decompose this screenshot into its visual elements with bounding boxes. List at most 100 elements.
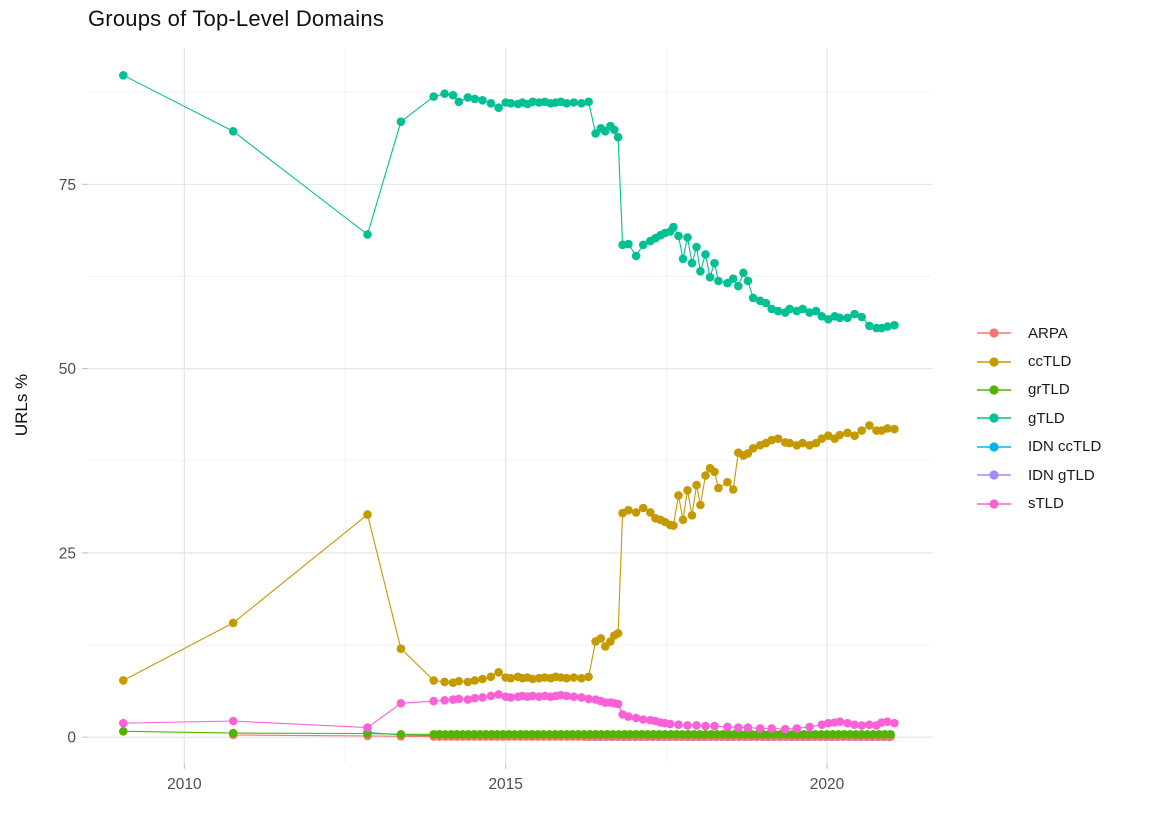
data-point (739, 268, 748, 278)
data-point (228, 127, 238, 136)
data-point (817, 720, 827, 729)
data-point (613, 629, 623, 638)
data-point (486, 691, 496, 701)
data-point (728, 485, 738, 494)
legend-item-label: IDN ccTLD (1028, 438, 1102, 456)
data-point (596, 634, 606, 643)
legend-key-icon (977, 385, 1011, 395)
data-point (678, 515, 688, 525)
legend-key-icon (977, 413, 1011, 423)
data-point (696, 267, 705, 276)
data-point (486, 672, 496, 682)
data-point (429, 696, 439, 706)
data-point (440, 696, 449, 705)
data-point (714, 276, 723, 286)
data-point (710, 258, 719, 268)
legend-item-arpa: ARPA (976, 319, 1101, 347)
data-point (584, 672, 593, 682)
data-point (440, 677, 449, 687)
data-point (743, 723, 753, 732)
data-point (584, 97, 593, 107)
data-point (883, 322, 892, 331)
data-point (701, 250, 710, 259)
gridlines-major (88, 48, 933, 763)
data-point (119, 718, 128, 728)
data-point (440, 89, 449, 98)
data-point (883, 717, 892, 726)
data-point (528, 674, 537, 684)
data-point (817, 434, 827, 444)
data-point (638, 715, 648, 724)
data-point (678, 254, 688, 264)
data-point (228, 618, 238, 628)
data-point (843, 718, 852, 728)
data-point (824, 315, 833, 324)
data-point (624, 239, 633, 249)
axis-ticks (82, 183, 828, 769)
data-point (728, 274, 738, 284)
y-tick-label: 25 (59, 545, 76, 562)
legend-key-icon (977, 498, 1011, 509)
x-tick-label: 2020 (810, 776, 845, 793)
chart-title: Groups of Top-Level Domains (88, 6, 385, 31)
data-point (761, 298, 771, 308)
data-point (429, 676, 439, 685)
data-point (577, 99, 586, 108)
data-point (748, 444, 758, 453)
data-point (463, 93, 473, 102)
data-point (792, 724, 802, 733)
data-point (396, 644, 406, 653)
data-point (494, 690, 503, 699)
data-point (674, 231, 683, 241)
data-point (705, 272, 715, 282)
data-point (569, 98, 579, 107)
legend-item-stld: sTLD (976, 489, 1101, 517)
data-point (119, 727, 128, 736)
legend-item-idn-cctld: IDN ccTLD (976, 433, 1101, 461)
data-point (506, 99, 516, 108)
data-point (494, 103, 503, 112)
data-point (486, 99, 496, 108)
data-point (228, 716, 238, 726)
data-point (528, 691, 537, 701)
data-point (569, 673, 579, 682)
data-point (646, 508, 655, 517)
data-point (613, 699, 623, 709)
data-point (494, 668, 503, 677)
data-point (638, 240, 648, 250)
data-point (710, 467, 719, 477)
legend: ARPA ccTLD grTLD gTLD IDN ccTLD IDN gTLD sTLD (976, 319, 1101, 518)
legend-item-label: sTLD (1028, 495, 1064, 513)
legend-key-icon (977, 470, 1011, 480)
legend-key-icon (977, 442, 1011, 452)
y-tick-label: 75 (59, 177, 76, 194)
data-point (835, 313, 845, 323)
data-point (577, 673, 586, 683)
data-point (890, 424, 899, 434)
data-point (228, 728, 238, 738)
data-point (723, 477, 732, 487)
data-point (850, 309, 859, 319)
legend-item-label: gTLD (1028, 409, 1065, 427)
data-point (478, 96, 487, 105)
data-point (591, 129, 600, 138)
legend-item-cctld: ccTLD (976, 347, 1101, 375)
data-point (798, 438, 807, 448)
data-point (448, 90, 458, 100)
data-point (631, 251, 641, 261)
data-point (857, 426, 866, 435)
data-point (767, 724, 776, 733)
data-point (857, 312, 866, 322)
data-point (865, 421, 874, 430)
data-point (843, 313, 852, 323)
data-point (723, 722, 732, 732)
data-point (470, 94, 480, 104)
data-point (562, 99, 571, 108)
data-point (119, 676, 128, 685)
data-point (692, 480, 701, 490)
data-point (743, 276, 753, 286)
data-point (710, 721, 719, 731)
data-point (470, 693, 480, 703)
